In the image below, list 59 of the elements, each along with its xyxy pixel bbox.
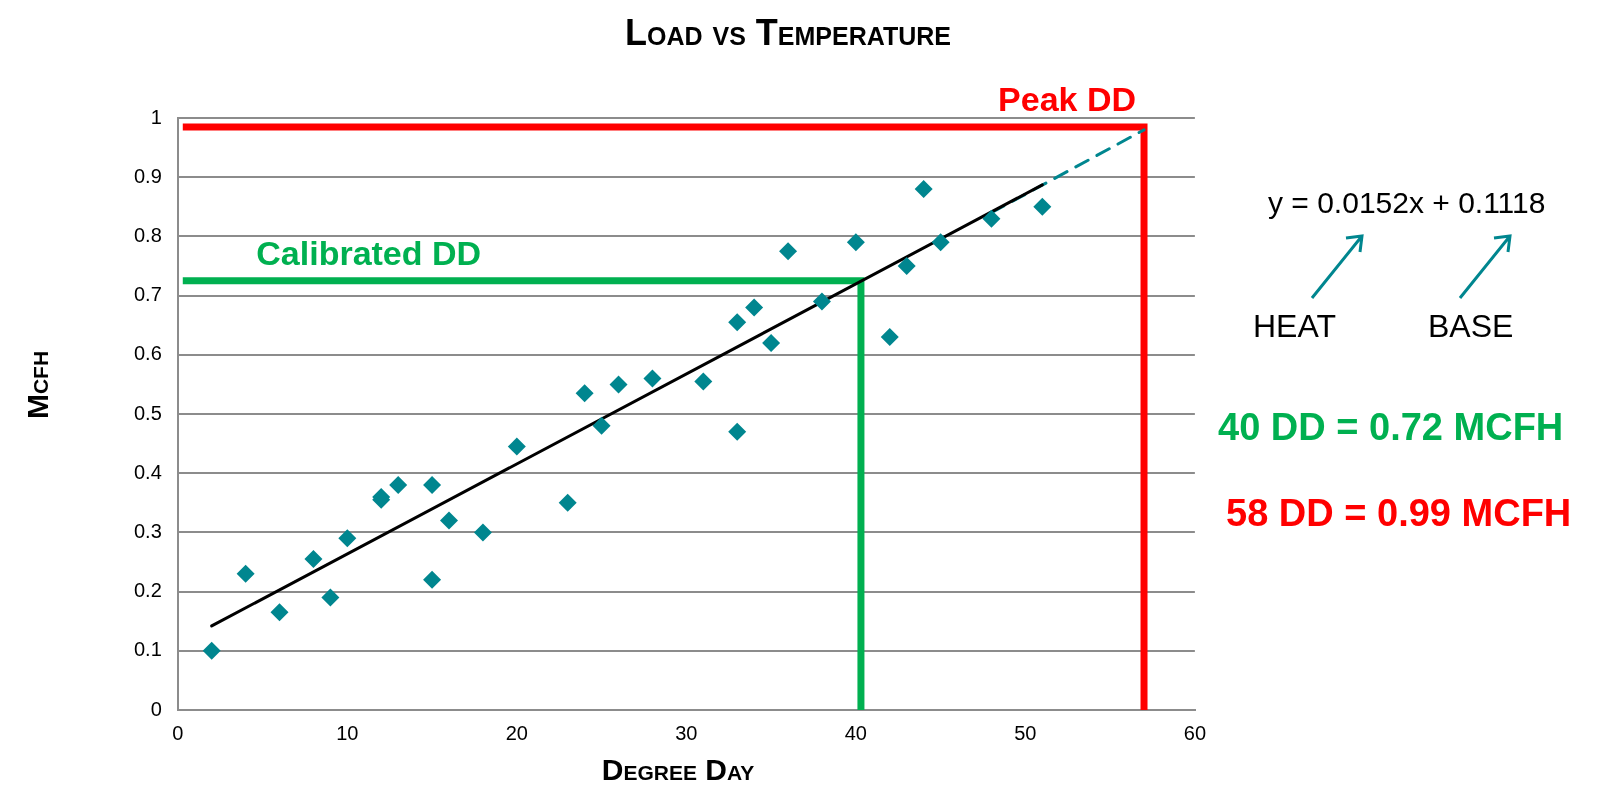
series-label: Peak DD (998, 80, 1137, 119)
point (745, 298, 764, 317)
point (592, 416, 611, 435)
point (338, 529, 357, 548)
point (236, 564, 255, 583)
point (880, 328, 899, 347)
y-tick-label: 0.3 (133, 519, 162, 542)
point (1033, 197, 1052, 216)
text: 40 DD = 0.72 MCFH (1218, 406, 1564, 449)
y-tick-label: 0.5 (133, 401, 162, 424)
text: y = 0.0152x + 0.1118 (1268, 186, 1546, 220)
point (321, 588, 340, 607)
x-tick-label: 20 (505, 721, 528, 744)
point (575, 384, 594, 403)
y-tick-label: 0.4 (133, 460, 162, 483)
text: HEAT (1253, 308, 1336, 345)
y-tick-label: 0.9 (133, 164, 162, 187)
x-tick-label: 10 (336, 721, 359, 744)
point (507, 437, 526, 456)
point (609, 375, 628, 394)
point (762, 333, 781, 352)
point (423, 570, 442, 589)
point (812, 292, 831, 311)
point (643, 369, 662, 388)
point (389, 476, 408, 495)
point (202, 641, 221, 660)
point (304, 550, 323, 569)
point (558, 493, 577, 512)
x-tick-label: 30 (675, 721, 698, 744)
y-tick-label: 1 (150, 105, 162, 128)
y-tick-label: 0.7 (133, 283, 162, 306)
series-label: Calibrated DD (256, 234, 482, 273)
y-tick-label: 0 (150, 697, 162, 720)
point (440, 511, 459, 530)
point (694, 372, 713, 391)
x-tick-label: 50 (1014, 721, 1037, 744)
point (897, 257, 916, 275)
point (982, 209, 1001, 228)
x-axis-title: Degree Day (600, 753, 756, 787)
text: 58 DD = 0.99 MCFH (1226, 492, 1572, 535)
x-tick-label: 0 (172, 721, 184, 744)
point (270, 603, 289, 622)
point (779, 242, 798, 261)
point (423, 476, 442, 495)
point (728, 313, 747, 332)
point (473, 523, 492, 542)
point (846, 233, 865, 252)
point (914, 180, 933, 199)
x-tick-label: 60 (1183, 721, 1206, 744)
y-tick-label: 0.6 (133, 342, 162, 365)
y-tick-label: 0.1 (133, 638, 162, 661)
x-tick-label: 40 (844, 721, 867, 744)
y-tick-label: 0.8 (133, 223, 162, 246)
y-axis-title: Mcfh (21, 349, 55, 422)
point (728, 422, 747, 441)
point (931, 233, 950, 252)
y-tick-label: 0.2 (133, 579, 162, 602)
text: BASE (1428, 308, 1514, 345)
chart-title: Load vs Temperature (623, 12, 952, 54)
